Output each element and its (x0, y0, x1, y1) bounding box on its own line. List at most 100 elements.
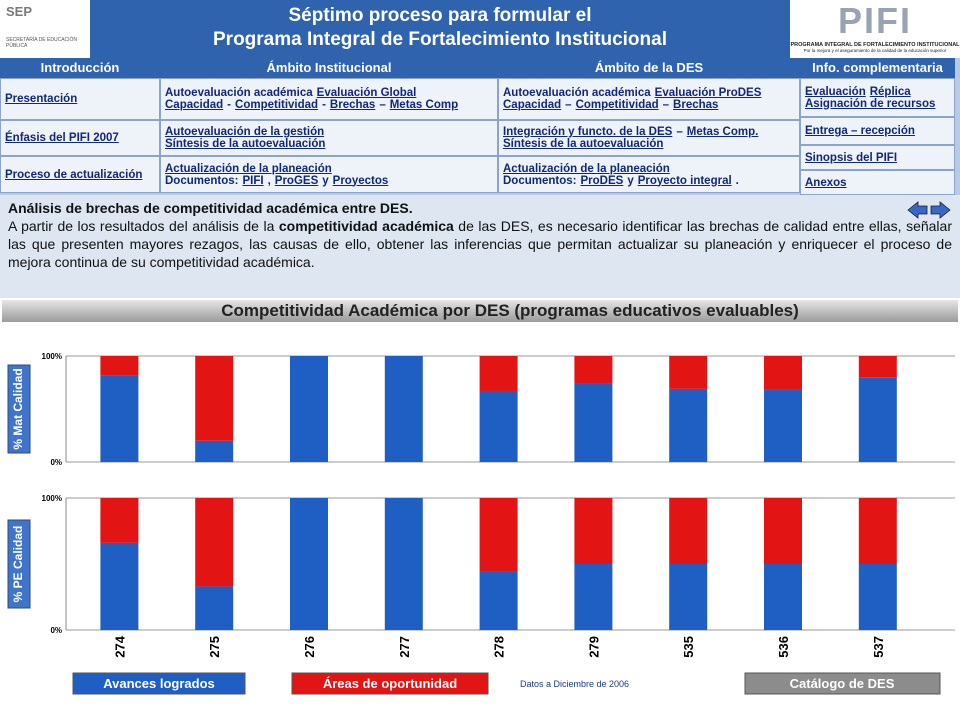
nav-link[interactable]: Capacidad (165, 99, 224, 111)
bar-segment (574, 564, 613, 630)
column-header: Info. complementaria (800, 58, 955, 78)
nav-text: y (627, 174, 634, 187)
x-tick-label: 279 (586, 636, 601, 658)
nav-link[interactable]: Brechas (673, 99, 719, 111)
nav-arrows[interactable] (906, 201, 952, 219)
nav-link[interactable]: ProGES (274, 174, 319, 187)
y-axis-label: % Mat Calidad (11, 368, 25, 449)
nav-link[interactable]: Actualización de la planeación (503, 162, 670, 175)
nav-line: Presentación (5, 93, 155, 105)
legend-label: Avances logrados (103, 676, 215, 691)
x-tick-label: 278 (492, 636, 507, 658)
paragraph-run: de las DES, es necesario identificar las… (8, 218, 952, 270)
bar-segment (764, 389, 802, 462)
nav-column: Info. complementaria Evaluación Réplica Asi… (800, 58, 955, 195)
nav-line: Entrega – recepción (805, 125, 950, 137)
nav-link[interactable]: Actualización de la planeación (165, 162, 332, 175)
nav-link[interactable]: Evaluación Global (316, 87, 417, 99)
nav-link[interactable]: Competitividad (575, 99, 659, 111)
nav-link[interactable]: Réplica (869, 85, 911, 98)
nav-link[interactable]: Sinopsis del PIFI (805, 151, 898, 164)
nav-line: Énfasis del PIFI 2007 (5, 132, 155, 144)
bar-segment (479, 356, 518, 391)
pifi-logo: PIFI PROGRAMA INTEGRAL DE FORTALECIMIENT… (790, 0, 960, 58)
nav-link[interactable]: Autoevaluación de la gestión (165, 126, 325, 138)
info-panel: Análisis de brechas de competitividad ac… (0, 195, 960, 298)
nav-line: Documentos: ProDES y Proyecto integral. (503, 175, 795, 187)
nav-link[interactable]: PIFI (242, 174, 264, 187)
nav-text: , (267, 174, 271, 187)
nav-line: Capacidad – Competitividad – Brechas (503, 99, 795, 111)
nav-link[interactable]: ProDES (580, 174, 624, 187)
nav-link[interactable]: Metas Comp. (686, 126, 759, 138)
y-tick-label: 0% (50, 458, 62, 467)
y-axis-label: % PE Calidad (11, 526, 25, 603)
nav-link[interactable]: Metas Comp (389, 99, 459, 111)
nav-line: Actualización de la planeación (165, 163, 493, 175)
sep-logo: SEP SECRETARÍA DE EDUCACIÓN PÚBLICA (0, 0, 90, 58)
nav-link[interactable]: Competitividad (235, 99, 319, 111)
nav-line: Proceso de actualización (5, 169, 155, 181)
bar-segment (669, 388, 708, 462)
nav-link[interactable]: Evaluación (805, 85, 866, 98)
nav-text: – (565, 99, 572, 111)
nav-link[interactable]: Capacidad (503, 99, 562, 111)
bar-segment (290, 356, 328, 462)
nav-link[interactable]: Brechas (329, 99, 376, 111)
paragraph-run: competitividad académica (278, 218, 454, 234)
nav-link[interactable]: Asignación de recursos (805, 97, 936, 110)
bar-segment (290, 498, 328, 630)
nav-cell: Actualización de la planeación Documentos… (160, 156, 498, 193)
nav-line: Autoevaluación académica Evaluación ProDE… (503, 87, 795, 99)
nav-link[interactable]: Entrega – recepción (805, 125, 915, 137)
sep-name: SECRETARÍA DE EDUCACIÓN PÚBLICA (6, 37, 78, 49)
info-paragraph: A partir de los resultados del análisis … (8, 217, 952, 271)
nav-link[interactable]: Síntesis de la autoevaluación (503, 138, 664, 150)
nav-line: Asignación de recursos (805, 98, 950, 110)
nav-link[interactable]: Énfasis del PIFI 2007 (5, 132, 119, 144)
y-tick-label: 100% (42, 494, 62, 503)
bar-segment (384, 356, 423, 462)
nav-link[interactable]: Proyectos (332, 174, 389, 187)
nav-cell: Énfasis del PIFI 2007 (0, 120, 160, 156)
legend-button[interactable] (72, 672, 246, 695)
legend-button[interactable] (291, 672, 489, 695)
nav-link[interactable]: Presentación (5, 93, 78, 105)
nav-link[interactable]: Evaluación ProDES (654, 87, 762, 99)
bar-segment (669, 498, 708, 564)
nav-line: Documentos: PIFI, ProGES y Proyectos (165, 175, 493, 187)
nav-link[interactable]: Proceso de actualización (5, 168, 143, 181)
nav-cell: Anexos (800, 170, 955, 195)
nav-line: Integración y functo. de la DES – Metas Co… (503, 126, 795, 138)
nav-line: Evaluación Réplica (805, 86, 950, 98)
nav-link[interactable]: Proyecto integral (637, 174, 732, 187)
pifi-tagline: Por la mejora y el aseguramiento de la c… (803, 48, 947, 53)
nav-cell: Autoevaluación académica Evaluación Globa… (160, 78, 498, 120)
bar-segment (100, 356, 139, 376)
nav-link[interactable]: Anexos (805, 176, 847, 189)
bar-segment (100, 542, 139, 630)
bar-segment (195, 498, 234, 587)
bar-segment (479, 390, 518, 462)
info-heading: Análisis de brechas de competitividad ac… (8, 200, 413, 216)
nav-line: Capacidad - Competitividad - Brechas – Metas C… (165, 99, 493, 111)
nav-line: Anexos (805, 177, 950, 189)
nav-text: - (322, 99, 326, 111)
nav-text: y (322, 174, 329, 187)
bar-segment (858, 356, 897, 378)
navigation: Introducción Presentación Énfasis del PIFI… (0, 58, 960, 195)
nav-text: – (676, 126, 683, 138)
y-tick-label: 100% (42, 352, 62, 361)
nav-cell: Entrega – recepción (800, 117, 955, 145)
nav-cell: Actualización de la planeación Documentos… (498, 156, 800, 193)
catalog-button[interactable] (744, 672, 941, 695)
bar-segment (574, 383, 613, 462)
nav-text: Documentos: (165, 174, 239, 187)
nav-link[interactable]: Síntesis de la autoevaluación (165, 138, 326, 150)
x-tick-label: 275 (207, 636, 222, 658)
nav-link[interactable]: Integración y functo. de la DES (503, 126, 673, 138)
column-header: Ámbito Institucional (160, 58, 498, 78)
nav-text: . (735, 174, 739, 187)
